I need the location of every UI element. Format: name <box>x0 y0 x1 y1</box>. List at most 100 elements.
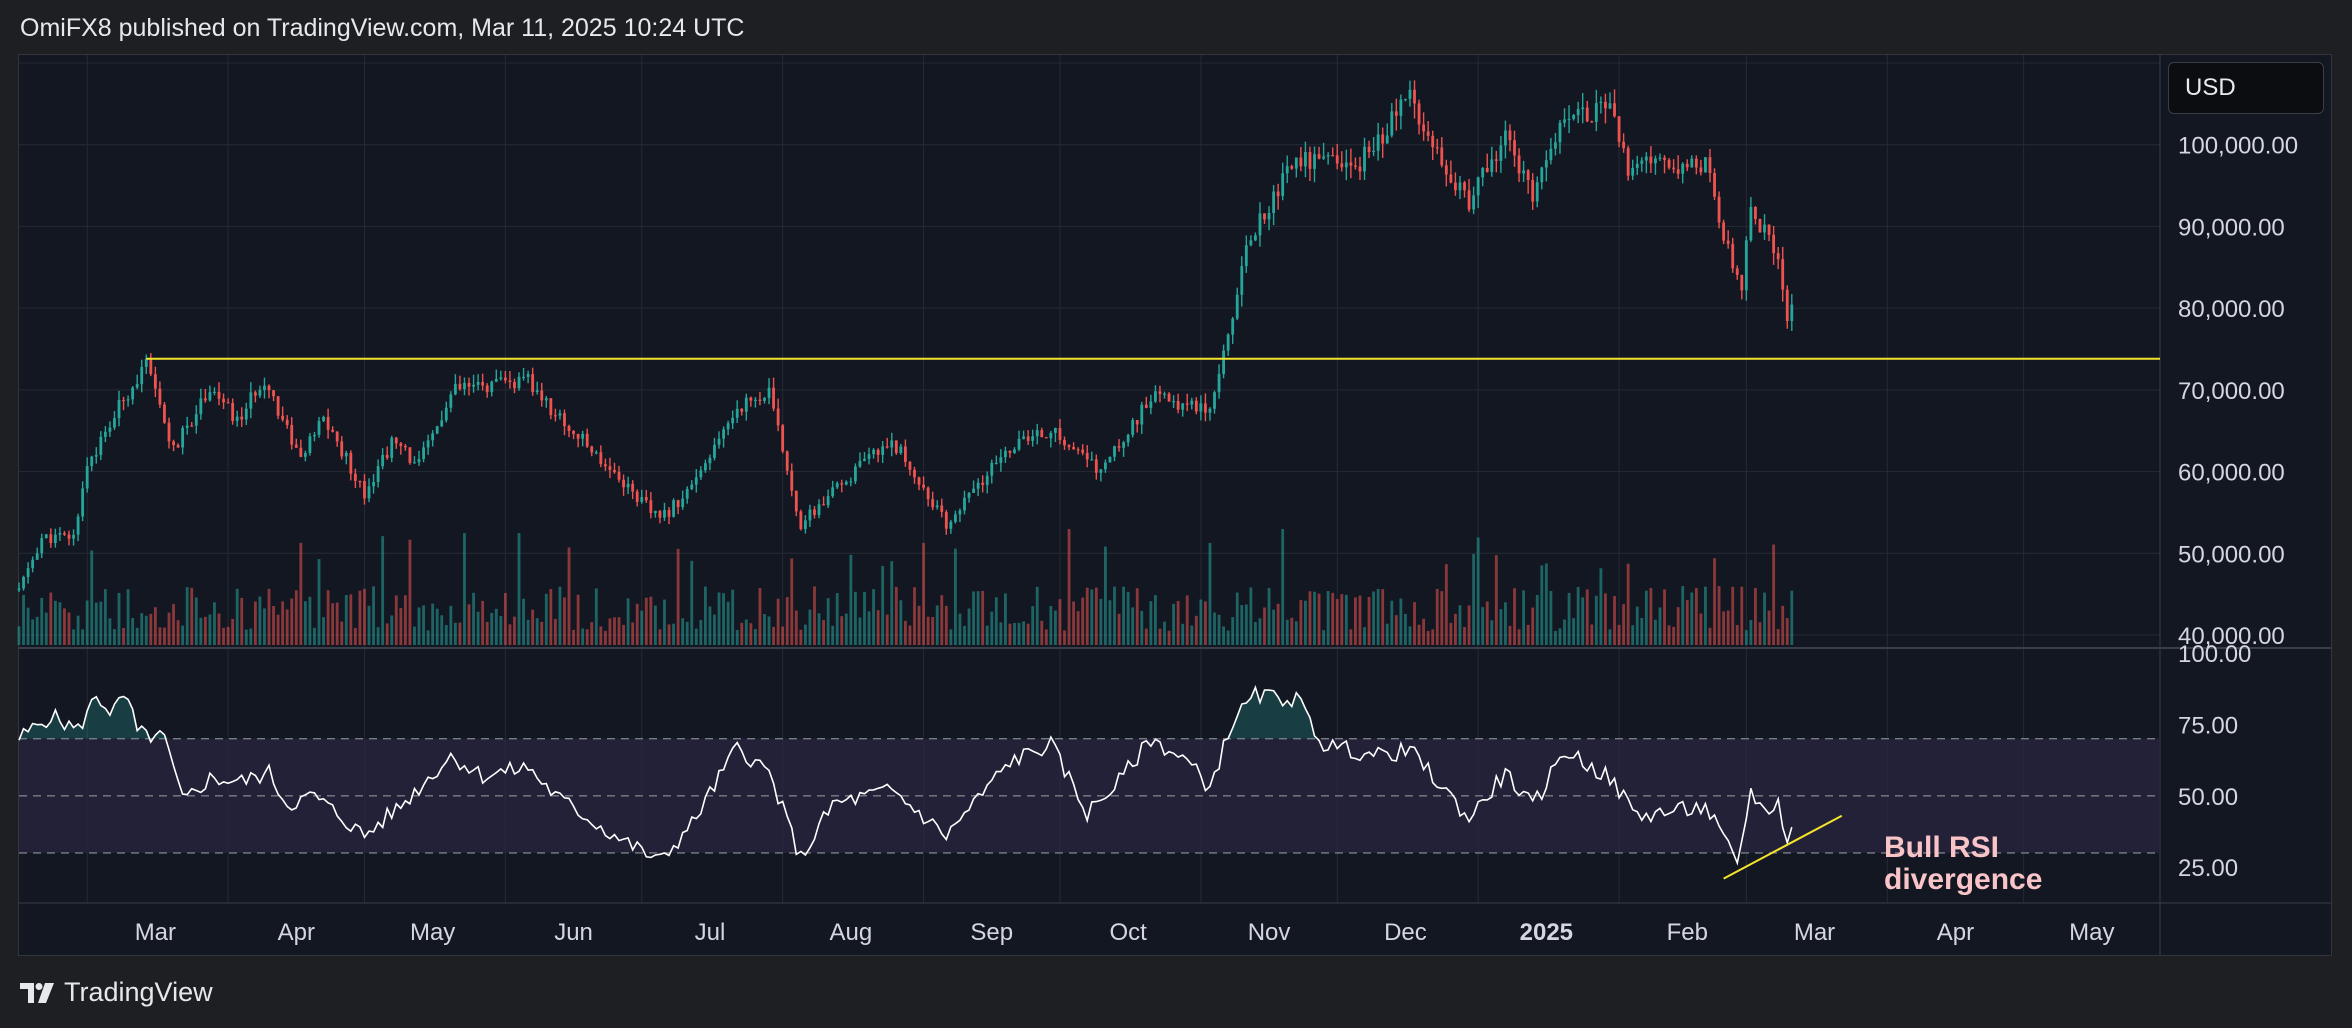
candle-body <box>440 420 444 427</box>
candle-body <box>1617 116 1621 142</box>
candle-body <box>549 398 553 416</box>
candle-body <box>90 456 94 467</box>
candle-body <box>1785 289 1789 322</box>
candle-body <box>944 511 948 529</box>
volume-bar <box>1240 605 1244 645</box>
candle-body <box>1003 450 1007 458</box>
volume-bar <box>976 591 980 645</box>
candle-body <box>26 568 30 577</box>
volume-bar <box>426 630 430 645</box>
price-tick-label: 50,000.00 <box>2178 541 2285 568</box>
currency-selector[interactable]: USD <box>2168 62 2324 114</box>
volume-bar <box>1449 622 1453 645</box>
volume-bar <box>1776 629 1780 645</box>
candle-body <box>899 446 903 454</box>
volume-bar <box>1304 600 1307 645</box>
candle-body <box>194 414 198 426</box>
candle-body <box>644 497 648 501</box>
volume-bar <box>776 598 780 645</box>
candle-body <box>713 444 716 458</box>
volume-bar <box>26 607 30 645</box>
candle-body <box>608 466 612 471</box>
candle-body <box>1458 182 1462 191</box>
candle-body <box>631 483 635 492</box>
candle-body <box>435 426 439 434</box>
volume-bar <box>1490 620 1494 645</box>
volume-bar <box>549 589 553 645</box>
volume-bar <box>181 625 185 645</box>
candle-body <box>849 481 853 483</box>
candle-body <box>1026 436 1030 441</box>
candle-body <box>394 437 398 444</box>
candle-body <box>1517 155 1521 174</box>
candle-body <box>472 384 475 387</box>
volume-bar <box>1390 600 1394 645</box>
volume-bar <box>140 613 144 645</box>
volume-bar <box>972 591 975 645</box>
candle-body <box>1658 157 1662 159</box>
volume-bar <box>590 622 594 645</box>
candle-body <box>531 374 535 393</box>
candle-body <box>1640 160 1644 164</box>
candle-body <box>381 454 385 467</box>
volume-bar <box>599 626 603 645</box>
candle-body <box>544 398 548 401</box>
volume-bar <box>1117 613 1121 645</box>
volume-bar <box>744 619 748 645</box>
volume-bar <box>1417 624 1421 645</box>
candle-body <box>1704 157 1707 173</box>
volume-bar <box>263 608 266 645</box>
candle-body <box>1149 401 1153 408</box>
volume-bar <box>1081 597 1085 645</box>
volume-bar <box>772 626 775 645</box>
candle-body <box>753 399 757 401</box>
candle-body <box>908 461 912 470</box>
tradingview-logo[interactable]: TradingView <box>20 977 213 1008</box>
volume-bar <box>876 610 880 645</box>
volume-bar <box>1163 621 1166 645</box>
candle-body <box>1185 403 1189 405</box>
candle-body <box>267 385 271 391</box>
candle-body <box>163 404 166 423</box>
candle-body <box>685 489 689 499</box>
volume-bar <box>917 605 921 645</box>
candle-body <box>1749 206 1753 241</box>
candle-body <box>781 425 785 452</box>
candle-body <box>22 576 25 589</box>
candle-body <box>1763 224 1766 233</box>
candle-body <box>1508 130 1512 141</box>
candle-body <box>126 399 130 401</box>
candle-body <box>1394 111 1398 116</box>
volume-bar <box>1172 603 1176 645</box>
candle-body <box>426 440 430 448</box>
candle-body <box>1431 135 1435 148</box>
candle-body <box>258 389 262 396</box>
candle-body <box>626 483 630 488</box>
candle-body <box>199 398 203 415</box>
candle-body <box>363 481 366 499</box>
candle-body <box>981 482 985 485</box>
volume-bar <box>1404 613 1407 645</box>
volume-bar <box>1190 625 1194 645</box>
candle-body <box>1049 432 1053 439</box>
price-tick-label: 80,000.00 <box>2178 296 2285 323</box>
volume-bar <box>1349 629 1353 645</box>
candle-body <box>831 487 835 497</box>
price-chart[interactable]: 100,000.00 90,000.00 80,000.00 70,000.00 60,… <box>0 0 2352 960</box>
volume-bar <box>1258 618 1262 645</box>
volume-bar <box>1458 605 1462 645</box>
volume-bar <box>949 629 953 645</box>
volume-bar <box>826 598 830 645</box>
rsi-tick-label: 50.00 <box>2178 784 2238 811</box>
volume-bar <box>1676 607 1680 645</box>
volume-bar <box>1504 602 1507 645</box>
volume-bar <box>572 629 575 645</box>
volume-bar <box>567 547 571 645</box>
volume-bar <box>22 594 25 645</box>
volume-bar <box>1563 619 1566 645</box>
volume-bar <box>1454 613 1457 645</box>
volume-bar <box>253 601 257 645</box>
volume-bar <box>1263 607 1266 645</box>
candle-body <box>72 534 75 539</box>
volume-bar <box>1522 590 1526 645</box>
